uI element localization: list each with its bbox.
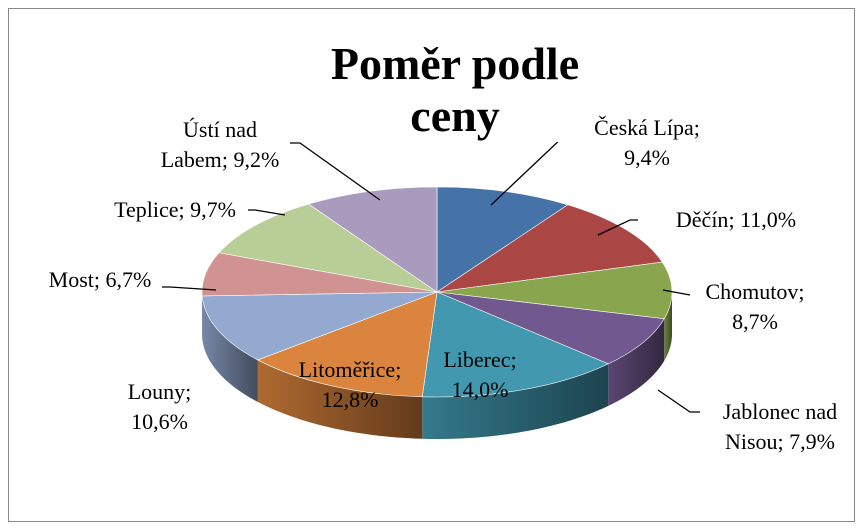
label-value: 9,4% <box>624 145 670 170</box>
label-separator: ; <box>178 197 191 222</box>
slice-side <box>202 295 258 402</box>
label-separator: ; <box>185 379 192 404</box>
slice-side <box>257 359 423 439</box>
label-value: 10,6% <box>131 409 188 434</box>
label-category: Ústí nad Labem <box>160 117 257 172</box>
chart-title: Poměr podle ceny <box>330 38 580 142</box>
slice <box>436 204 663 293</box>
data-label: Liberec; 14,0% <box>425 345 535 405</box>
label-category: Děčín <box>675 207 729 232</box>
slice-side <box>608 318 665 406</box>
label-separator: ; <box>728 207 741 232</box>
slice <box>218 203 438 293</box>
slice <box>307 186 438 293</box>
label-category: Jablonec nad Nisou <box>722 399 838 454</box>
label-category: Louny <box>127 379 186 404</box>
label-separator: ; <box>221 147 234 172</box>
label-category: Teplice <box>114 197 179 222</box>
pie <box>201 186 673 439</box>
label-value: 7,9% <box>789 429 835 454</box>
slice <box>257 291 438 398</box>
label-separator: ; <box>395 357 402 382</box>
label-value: 11,0% <box>740 207 797 232</box>
leader-lines <box>162 134 700 413</box>
label-category: Most <box>48 267 94 292</box>
label-separator: ; <box>693 115 700 140</box>
label-category: Česká Lípa <box>594 115 694 140</box>
slice-side <box>664 292 672 361</box>
label-value: 14,0% <box>451 377 509 402</box>
data-label: Chomutov; 8,7% <box>690 277 820 337</box>
data-label: Most; 6,7% <box>30 265 170 295</box>
label-value: 9,2% <box>233 147 280 172</box>
data-label: Česká Lípa; 9,4% <box>572 113 722 173</box>
slice <box>436 291 665 365</box>
label-value: 6,7% <box>105 267 152 292</box>
label-category: Liberec <box>443 347 511 372</box>
slice <box>421 291 610 398</box>
data-label: Teplice; 9,7% <box>95 195 255 225</box>
slice-side <box>422 363 609 439</box>
label-value: 9,7% <box>190 197 236 222</box>
label-value: 8,7% <box>732 309 778 334</box>
label-separator: ; <box>798 279 805 304</box>
slice <box>436 261 673 320</box>
label-value: 12,8% <box>321 387 379 412</box>
label-separator: ; <box>777 429 790 454</box>
label-category: Litoměřice <box>298 357 396 382</box>
label-separator: ; <box>93 267 106 292</box>
label-separator: ; <box>510 347 517 372</box>
data-label: Litoměřice; 12,8% <box>275 355 425 415</box>
data-label: Ústí nad Labem; 9,2% <box>150 115 290 175</box>
slice <box>201 291 438 361</box>
data-label: Jablonec nad Nisou; 7,9% <box>700 397 860 457</box>
data-label: Děčín; 11,0% <box>636 205 836 235</box>
data-label: Louny; 10,6% <box>112 377 207 437</box>
label-category: Chomutov <box>705 279 799 304</box>
